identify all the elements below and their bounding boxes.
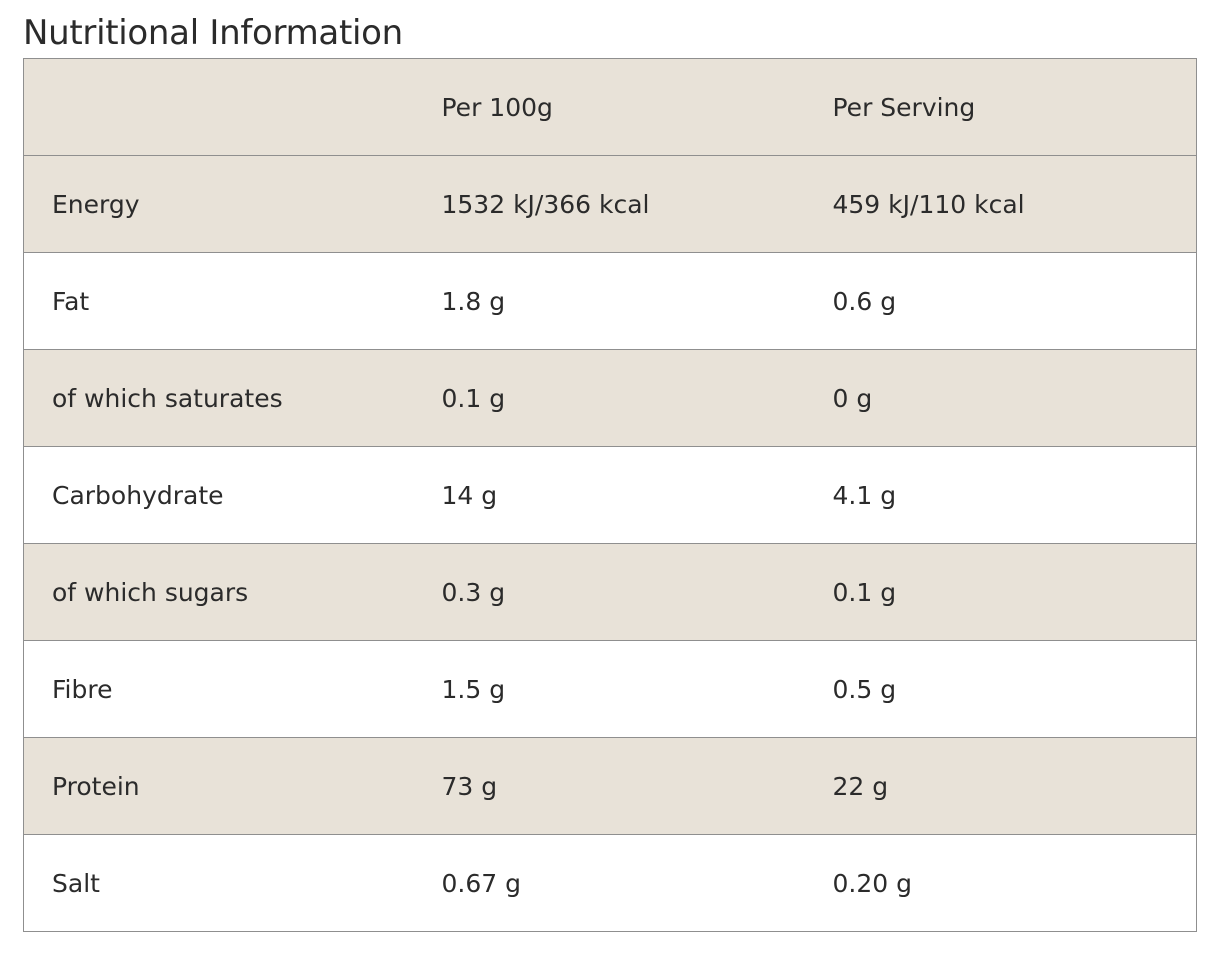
- per-serving-value: 0.6 g: [804, 252, 1197, 350]
- per-serving-value: 0 g: [804, 349, 1197, 447]
- header-nutrient: [23, 58, 414, 156]
- per-100g-value: 0.67 g: [413, 834, 805, 932]
- table-row: Fibre 1.5 g 0.5 g: [23, 640, 1197, 738]
- per-serving-value: 22 g: [804, 737, 1197, 835]
- table-row: Salt 0.67 g 0.20 g: [23, 834, 1197, 932]
- per-serving-value: 0.5 g: [804, 640, 1197, 738]
- nutrient-name: of which saturates: [23, 349, 414, 447]
- nutrient-name: Fat: [23, 252, 414, 350]
- table-row: of which sugars 0.3 g 0.1 g: [23, 543, 1197, 641]
- nutrient-name: Carbohydrate: [23, 446, 414, 544]
- per-100g-value: 1.5 g: [413, 640, 805, 738]
- nutrient-name: Salt: [23, 834, 414, 932]
- per-100g-value: 0.1 g: [413, 349, 805, 447]
- header-per-100g: Per 100g: [413, 58, 805, 156]
- nutrient-name: Protein: [23, 737, 414, 835]
- header-per-serving: Per Serving: [804, 58, 1197, 156]
- per-100g-value: 73 g: [413, 737, 805, 835]
- per-serving-value: 0.20 g: [804, 834, 1197, 932]
- nutrient-name: Fibre: [23, 640, 414, 738]
- per-100g-value: 1532 kJ/366 kcal: [413, 155, 805, 253]
- table-row: Energy 1532 kJ/366 kcal 459 kJ/110 kcal: [23, 155, 1197, 253]
- table-header-row: Per 100g Per Serving: [23, 58, 1197, 156]
- table-row: Carbohydrate 14 g 4.1 g: [23, 446, 1197, 544]
- nutrient-name: of which sugars: [23, 543, 414, 641]
- table-row: Fat 1.8 g 0.6 g: [23, 252, 1197, 350]
- nutrition-table: Per 100g Per Serving Energy 1532 kJ/366 …: [23, 58, 1197, 932]
- per-serving-value: 0.1 g: [804, 543, 1197, 641]
- per-100g-value: 0.3 g: [413, 543, 805, 641]
- page-title: Nutritional Information: [23, 13, 403, 53]
- table-row: Protein 73 g 22 g: [23, 737, 1197, 835]
- per-100g-value: 14 g: [413, 446, 805, 544]
- per-100g-value: 1.8 g: [413, 252, 805, 350]
- per-serving-value: 459 kJ/110 kcal: [804, 155, 1197, 253]
- per-serving-value: 4.1 g: [804, 446, 1197, 544]
- nutrient-name: Energy: [23, 155, 414, 253]
- table-row: of which saturates 0.1 g 0 g: [23, 349, 1197, 447]
